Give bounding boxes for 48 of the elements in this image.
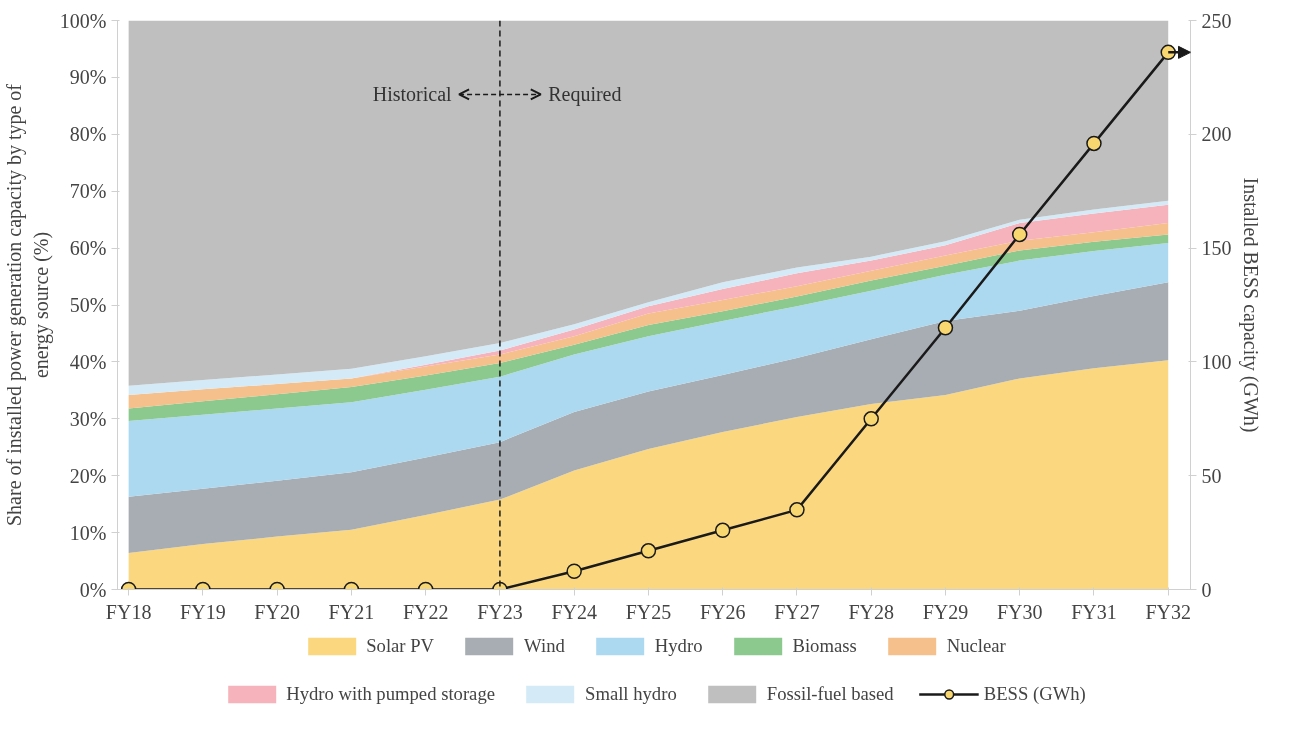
x-tick-label: FY32 [1145, 600, 1192, 623]
x-tick-label: FY26 [699, 600, 746, 623]
y-tick-label: 70% [69, 180, 107, 203]
x-tick-label: FY25 [625, 600, 672, 623]
y2-tick-label: 250 [1201, 9, 1232, 32]
point [937, 320, 954, 336]
annotation: Required [548, 83, 622, 107]
y2-tick-label: 150 [1201, 237, 1232, 260]
legend-label: Wind [524, 635, 565, 657]
y-tick-label: 40% [69, 350, 107, 373]
y2-tick-label: 100 [1201, 350, 1232, 373]
y-tick-label: 20% [69, 464, 107, 487]
y2-tick-label: 50 [1201, 464, 1222, 487]
point [1086, 135, 1102, 152]
legend-label: Biomass [792, 635, 857, 657]
y-tick-label: 60% [69, 237, 107, 260]
y2-axis-title: Installed BESS capacity (GWh) [1238, 177, 1262, 433]
y-tick-label: 80% [69, 123, 107, 146]
x-tick-label: FY29 [922, 600, 969, 623]
y-tick-label: 10% [69, 521, 107, 544]
y-tick-label: 90% [69, 66, 107, 89]
x-tick-label: FY31 [1071, 600, 1117, 623]
x-tick-label: FY20 [254, 600, 300, 623]
legend-label: Small hydro [585, 683, 677, 705]
x-tick-label: FY27 [774, 600, 820, 623]
legend-label: Nuclear [946, 635, 1006, 657]
y-tick-label: 50% [69, 294, 107, 316]
y2-tick-label: 200 [1201, 123, 1232, 146]
y-tick-label: 30% [69, 407, 107, 430]
x-tick-label: FY24 [551, 600, 597, 623]
x-tick-label: FY23 [477, 600, 523, 623]
x-tick-label: FY28 [848, 600, 894, 623]
y2-tick-label: 0 [1201, 578, 1212, 601]
x-tick-label: FY19 [180, 600, 226, 623]
legend-label: BESS (GWh) [983, 683, 1086, 705]
point [1011, 226, 1028, 243]
y-tick-label: 0% [79, 578, 107, 601]
x-tick-label: FY22 [402, 600, 449, 623]
legend-label: Solar PV [366, 635, 435, 657]
legend-label: Hydro [654, 635, 703, 657]
x-tick-label: FY21 [328, 600, 375, 623]
x-tick-label: FY30 [996, 600, 1043, 623]
annotation: Historical [372, 83, 453, 106]
legend-label: Fossil-fuel based [766, 683, 894, 705]
legend-label: Hydro with pumped storage [286, 683, 496, 705]
y-tick-label: 100% [59, 9, 107, 32]
y-axis-title: Share of installed power generation capacity by type of energy source (%) [3, 83, 53, 527]
x-tick-label: FY18 [105, 600, 152, 623]
